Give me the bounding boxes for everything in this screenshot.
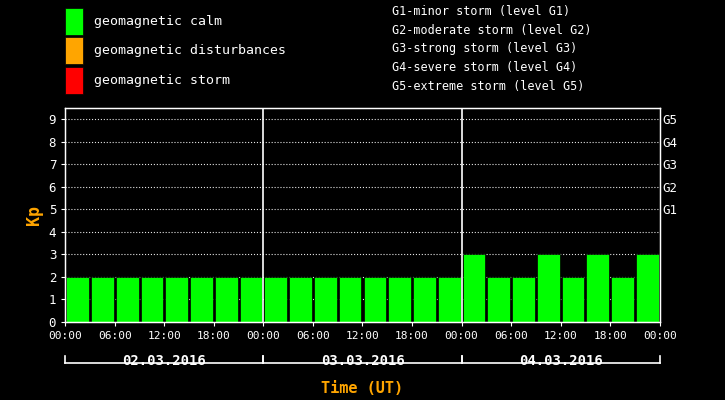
Bar <box>314 277 336 322</box>
Bar <box>240 277 262 322</box>
Bar <box>65 38 83 64</box>
Bar <box>66 277 89 322</box>
Bar <box>512 277 535 322</box>
Bar <box>562 277 584 322</box>
Bar <box>438 277 460 322</box>
Text: 02.03.2016: 02.03.2016 <box>123 354 206 368</box>
Text: G3-strong storm (level G3): G3-strong storm (level G3) <box>392 42 577 56</box>
Bar <box>91 277 114 322</box>
Bar <box>487 277 510 322</box>
Bar <box>636 254 659 322</box>
Bar <box>587 254 609 322</box>
Text: G5-extreme storm (level G5): G5-extreme storm (level G5) <box>392 80 584 93</box>
Bar <box>215 277 238 322</box>
Bar <box>363 277 386 322</box>
Bar <box>65 67 83 94</box>
Text: G2-moderate storm (level G2): G2-moderate storm (level G2) <box>392 24 591 37</box>
Text: G4-severe storm (level G4): G4-severe storm (level G4) <box>392 61 577 74</box>
Bar <box>611 277 634 322</box>
Text: geomagnetic storm: geomagnetic storm <box>94 74 231 87</box>
Bar <box>265 277 287 322</box>
Text: geomagnetic calm: geomagnetic calm <box>94 15 223 28</box>
Bar <box>463 254 485 322</box>
Bar <box>116 277 138 322</box>
Text: Time (UT): Time (UT) <box>321 381 404 396</box>
Y-axis label: Kp: Kp <box>25 205 44 225</box>
Bar <box>65 8 83 34</box>
Bar <box>413 277 436 322</box>
Bar <box>141 277 163 322</box>
Text: 03.03.2016: 03.03.2016 <box>320 354 405 368</box>
Bar <box>165 277 188 322</box>
Bar <box>537 254 560 322</box>
Bar <box>190 277 213 322</box>
Bar <box>339 277 362 322</box>
Text: G1-minor storm (level G1): G1-minor storm (level G1) <box>392 5 570 18</box>
Text: 04.03.2016: 04.03.2016 <box>519 354 602 368</box>
Text: geomagnetic disturbances: geomagnetic disturbances <box>94 44 286 57</box>
Bar <box>289 277 312 322</box>
Bar <box>389 277 411 322</box>
